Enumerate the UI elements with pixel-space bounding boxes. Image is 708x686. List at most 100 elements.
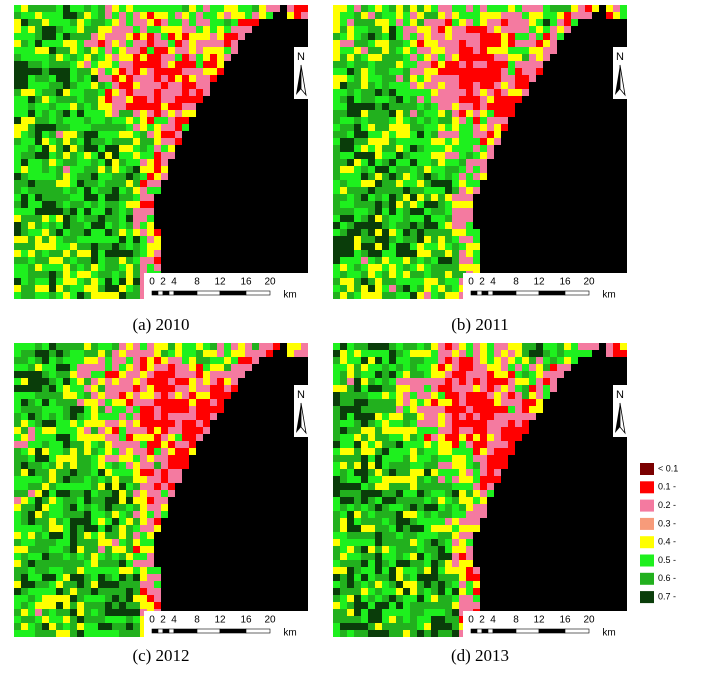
- map-cell: [238, 399, 245, 406]
- map-cell: [515, 61, 522, 68]
- map-cell: [238, 257, 245, 264]
- map-cell: [168, 357, 175, 364]
- map-cell: [273, 264, 280, 271]
- map-cell: [161, 392, 168, 399]
- map-cell: [154, 392, 161, 399]
- map-cell: [361, 138, 368, 145]
- map-cell: [564, 89, 571, 96]
- map-cell: [396, 54, 403, 61]
- map-cell: [620, 236, 627, 243]
- map-cell: [287, 117, 294, 124]
- map-cell: [147, 208, 154, 215]
- map-cell: [161, 420, 168, 427]
- map-cell: [480, 257, 487, 264]
- map-cell: [452, 201, 459, 208]
- map-cell: [301, 103, 308, 110]
- map-cell: [140, 553, 147, 560]
- map-cell: [431, 250, 438, 257]
- map-cell: [410, 54, 417, 61]
- map-cell: [49, 271, 56, 278]
- map-cell: [340, 61, 347, 68]
- map-cell: [445, 47, 452, 54]
- map-cell: [543, 117, 550, 124]
- map-cell: [112, 553, 119, 560]
- map-cell: [105, 152, 112, 159]
- map-cell: [252, 159, 259, 166]
- map-cell: [245, 385, 252, 392]
- map-cell: [63, 96, 70, 103]
- map-cell: [21, 257, 28, 264]
- map-cell: [301, 19, 308, 26]
- map-cell: [252, 483, 259, 490]
- map-cell: [259, 343, 266, 350]
- map-cell: [382, 89, 389, 96]
- map-cell: [112, 385, 119, 392]
- map-cell: [182, 539, 189, 546]
- map-cell: [14, 497, 21, 504]
- map-cell: [280, 173, 287, 180]
- map-cell: [231, 483, 238, 490]
- map-cell: [84, 434, 91, 441]
- map-cell: [480, 131, 487, 138]
- map-cell: [347, 278, 354, 285]
- map-cell: [620, 117, 627, 124]
- map-cell: [245, 539, 252, 546]
- map-cell: [501, 166, 508, 173]
- map-cell: [84, 110, 91, 117]
- map-cell: [571, 173, 578, 180]
- map-cell: [161, 567, 168, 574]
- map-cell: [28, 546, 35, 553]
- map-cell: [70, 539, 77, 546]
- map-cell: [14, 257, 21, 264]
- map-cell: [84, 420, 91, 427]
- map-cell: [77, 427, 84, 434]
- map-cell: [84, 553, 91, 560]
- map-cell: [49, 5, 56, 12]
- map-cell: [21, 19, 28, 26]
- map-cell: [578, 159, 585, 166]
- map-cell: [98, 173, 105, 180]
- map-cell: [49, 82, 56, 89]
- map-cell: [620, 33, 627, 40]
- map-cell: [252, 476, 259, 483]
- map-cell: [431, 264, 438, 271]
- map-cell: [396, 5, 403, 12]
- map-cell: [133, 385, 140, 392]
- map-cell: [578, 243, 585, 250]
- map-cell: [91, 413, 98, 420]
- map-cell: [536, 61, 543, 68]
- map-cell: [35, 385, 42, 392]
- map-cell: [140, 5, 147, 12]
- map-cell: [382, 19, 389, 26]
- map-cell: [154, 75, 161, 82]
- map-cell: [21, 180, 28, 187]
- map-cell: [91, 567, 98, 574]
- map-cell: [424, 131, 431, 138]
- map-cell: [368, 138, 375, 145]
- map-cell: [294, 26, 301, 33]
- map-cell: [361, 103, 368, 110]
- map-cell: [301, 525, 308, 532]
- map-cell: [564, 229, 571, 236]
- map-cell: [508, 187, 515, 194]
- map-cell: [280, 194, 287, 201]
- map-cell: [280, 208, 287, 215]
- map-cell: [301, 434, 308, 441]
- map-cell: [536, 26, 543, 33]
- map-cell: [273, 392, 280, 399]
- map-cell: [508, 19, 515, 26]
- map-cell: [259, 371, 266, 378]
- map-cell: [112, 82, 119, 89]
- map-cell: [56, 420, 63, 427]
- map-cell: [606, 47, 613, 54]
- map-cell: [347, 33, 354, 40]
- map-cell: [480, 166, 487, 173]
- map-cell: [14, 420, 21, 427]
- map-cell: [252, 166, 259, 173]
- map-cell: [578, 54, 585, 61]
- map-cell: [175, 420, 182, 427]
- map-cell: [301, 532, 308, 539]
- map-cell: [112, 406, 119, 413]
- map-cell: [382, 250, 389, 257]
- map-cell: [49, 68, 56, 75]
